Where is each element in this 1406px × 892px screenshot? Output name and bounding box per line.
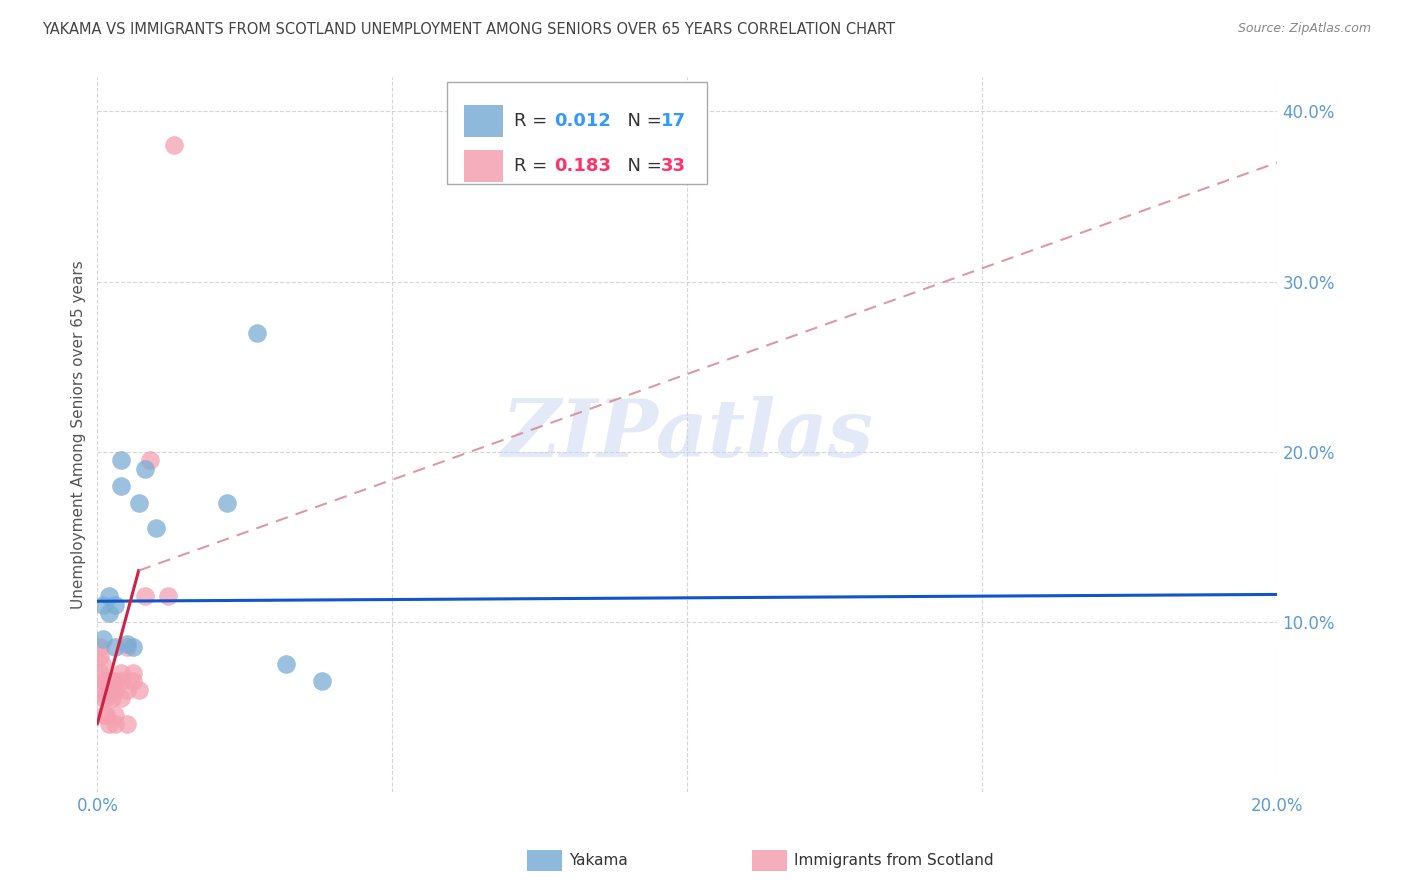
Point	[104, 640, 127, 655]
Point	[101, 691, 124, 706]
Point	[134, 589, 156, 603]
Point	[110, 453, 132, 467]
Point	[134, 461, 156, 475]
Point	[91, 632, 114, 646]
Y-axis label: Unemployment Among Seniors over 65 years: Unemployment Among Seniors over 65 years	[72, 260, 86, 609]
Text: YAKAMA VS IMMIGRANTS FROM SCOTLAND UNEMPLOYMENT AMONG SENIORS OVER 65 YEARS CORR: YAKAMA VS IMMIGRANTS FROM SCOTLAND UNEMP…	[42, 22, 896, 37]
Text: 0.012: 0.012	[554, 112, 610, 130]
Point	[121, 640, 143, 655]
Text: Yakama: Yakama	[569, 854, 628, 868]
Text: Immigrants from Scotland: Immigrants from Scotland	[794, 854, 994, 868]
Point	[91, 691, 114, 706]
Point	[121, 665, 143, 680]
Point	[121, 674, 143, 689]
Point	[101, 674, 124, 689]
Text: 17: 17	[661, 112, 686, 130]
Point	[98, 606, 121, 620]
Point	[104, 674, 127, 689]
Point	[115, 640, 138, 655]
Point	[96, 708, 118, 723]
Point	[98, 589, 121, 603]
Point	[89, 648, 111, 663]
Point	[110, 665, 132, 680]
Point	[163, 138, 186, 153]
Point	[110, 478, 132, 492]
Text: Source: ZipAtlas.com: Source: ZipAtlas.com	[1237, 22, 1371, 36]
Text: R =: R =	[515, 157, 554, 175]
Point	[115, 682, 138, 697]
Point	[89, 665, 111, 680]
Point	[110, 691, 132, 706]
Point	[157, 589, 180, 603]
Point	[98, 682, 121, 697]
Point	[276, 657, 298, 672]
Point	[217, 495, 239, 509]
Point	[104, 598, 127, 612]
Text: N =: N =	[616, 157, 668, 175]
Point	[115, 716, 138, 731]
Point	[311, 674, 333, 689]
Point	[98, 674, 121, 689]
Point	[139, 453, 162, 467]
Text: 33: 33	[661, 157, 686, 175]
Point	[246, 326, 269, 340]
Point	[104, 716, 127, 731]
Point	[115, 637, 138, 651]
Point	[89, 640, 111, 655]
Text: N =: N =	[616, 112, 668, 130]
Point	[91, 657, 114, 672]
Point	[145, 521, 167, 535]
Point	[128, 495, 150, 509]
Point	[128, 682, 150, 697]
Text: R =: R =	[515, 112, 554, 130]
Point	[104, 682, 127, 697]
Point	[110, 674, 132, 689]
Text: ZIPatlas: ZIPatlas	[502, 396, 873, 474]
Point	[98, 716, 121, 731]
Point	[91, 682, 114, 697]
Point	[91, 598, 114, 612]
Point	[96, 691, 118, 706]
Point	[104, 708, 127, 723]
Point	[93, 674, 115, 689]
Text: 0.183: 0.183	[554, 157, 610, 175]
Point	[91, 674, 114, 689]
Point	[93, 708, 115, 723]
